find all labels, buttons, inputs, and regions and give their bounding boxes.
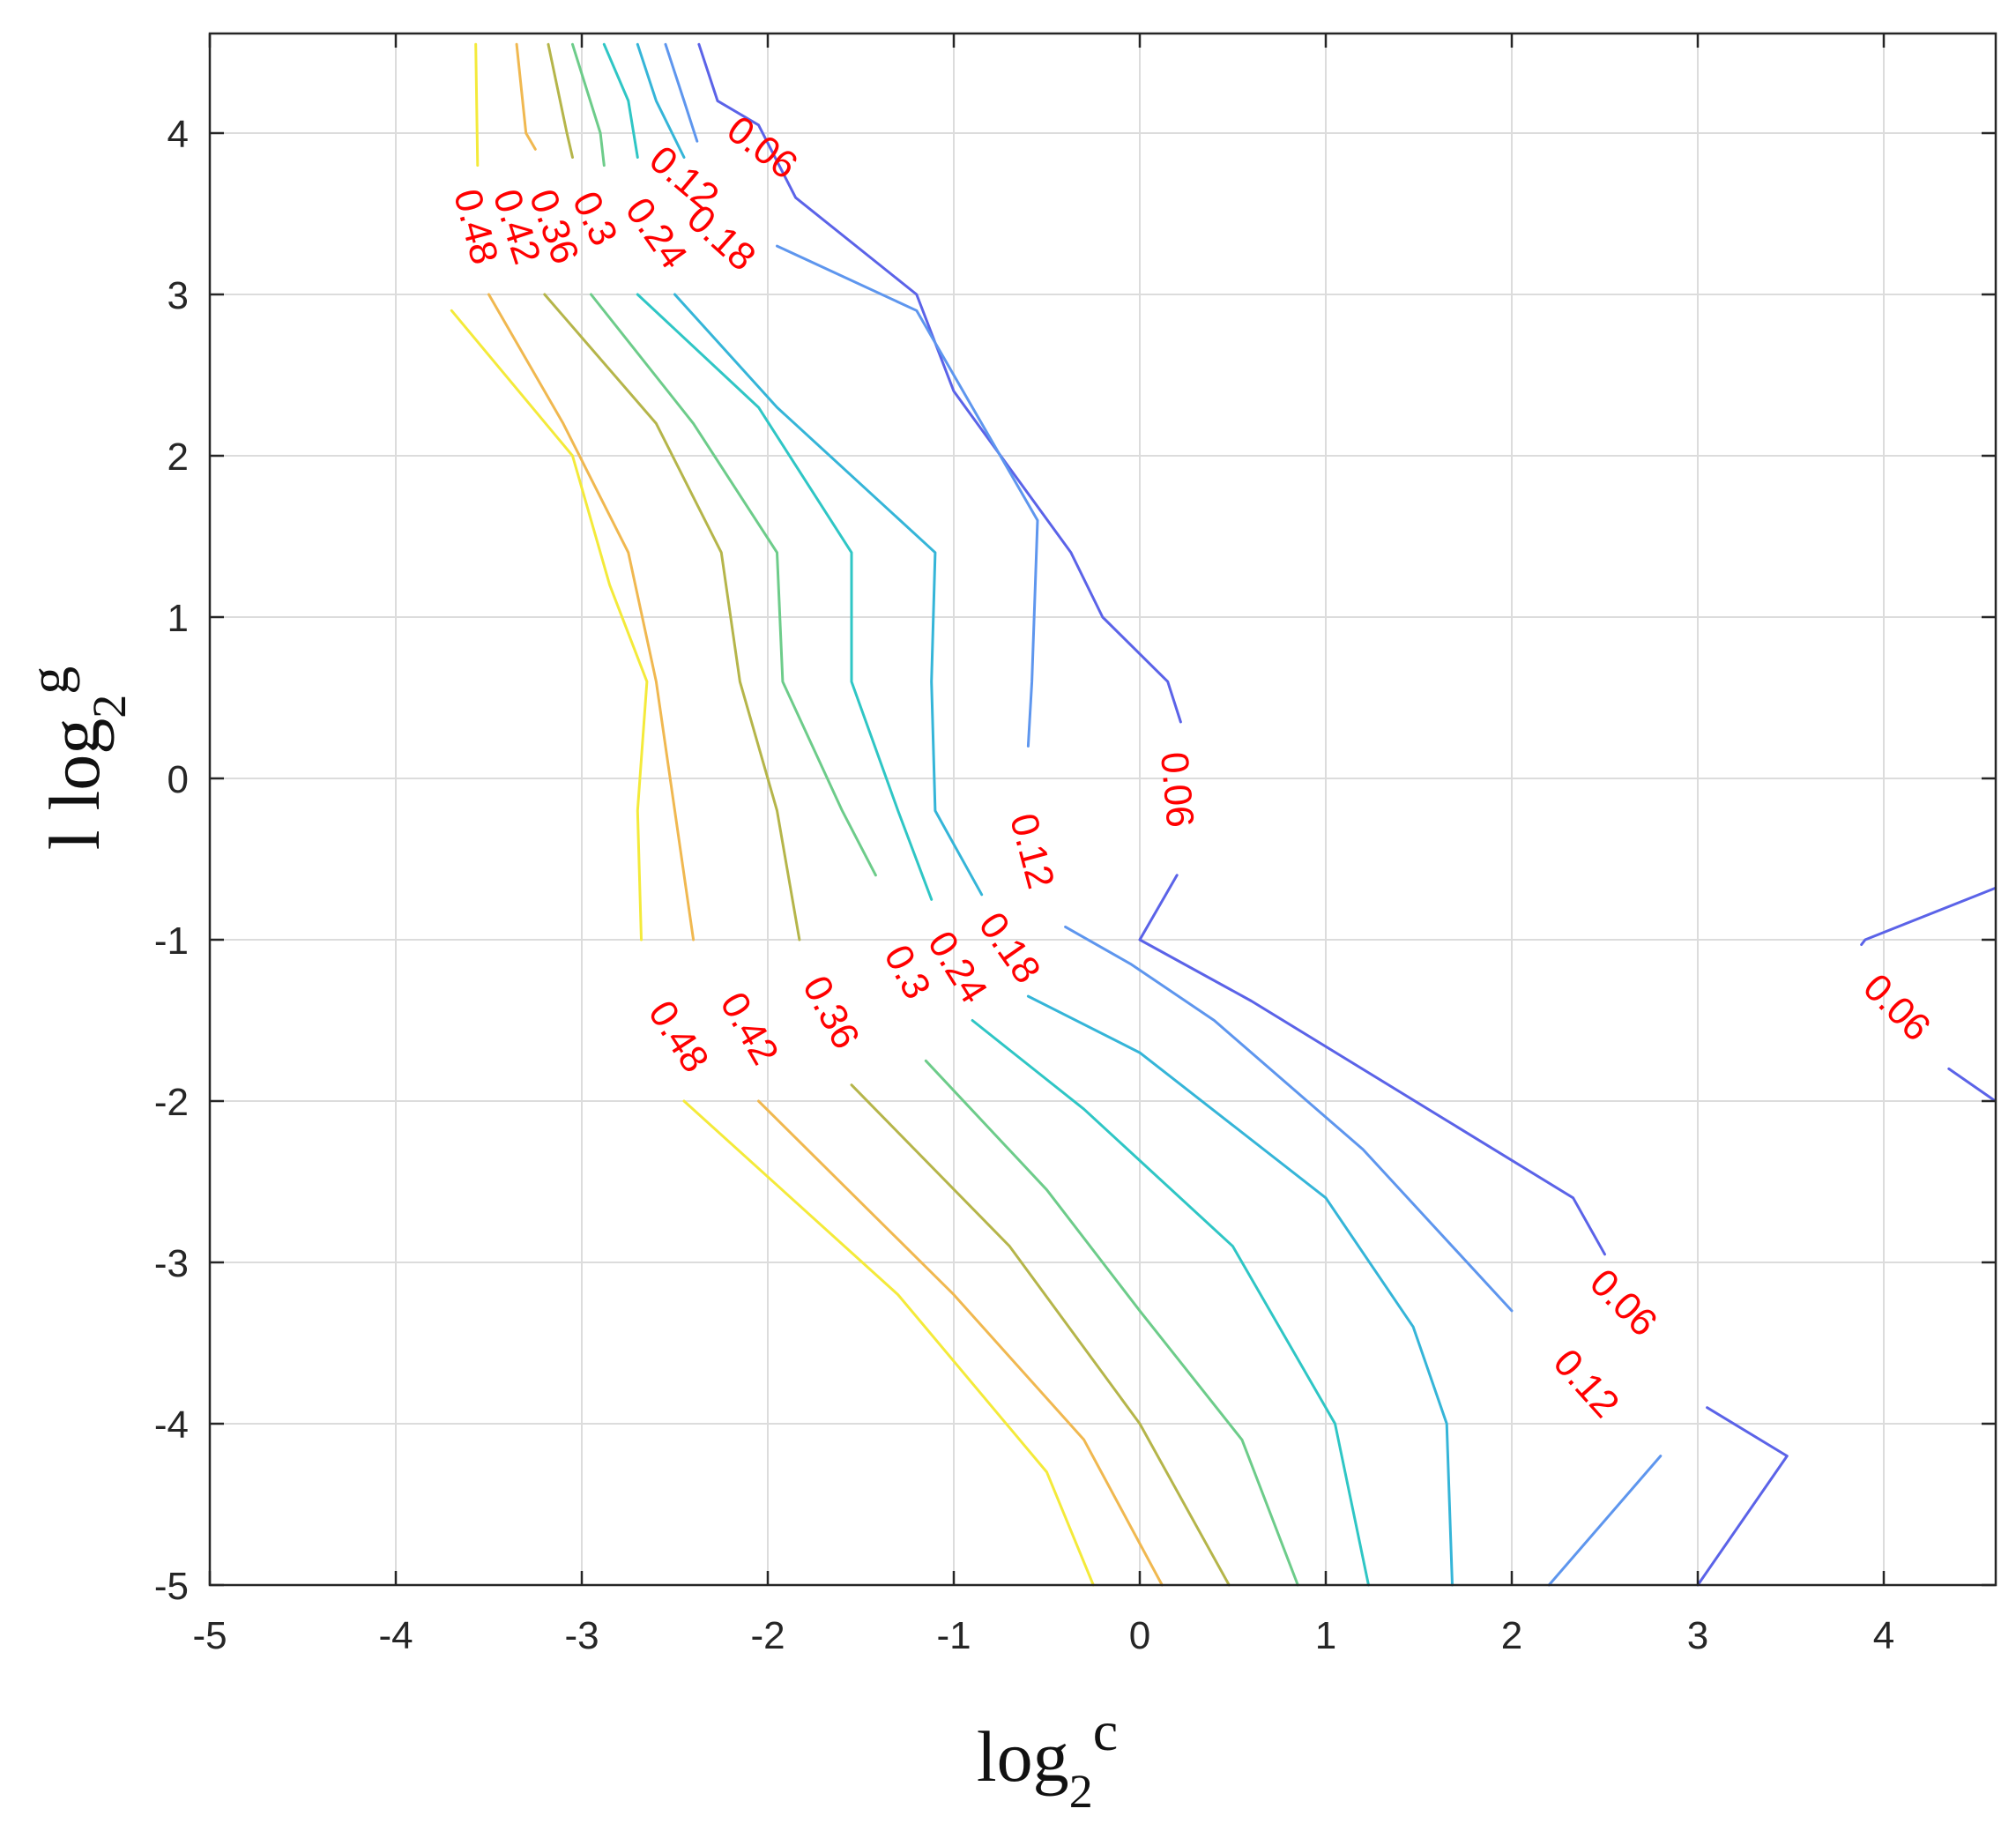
y-tick-label: 2 [167,435,189,479]
y-tick-label: -4 [154,1403,189,1447]
x-tick-label: 3 [1687,1614,1708,1657]
contour-line-0_24 [602,42,639,159]
y-axis-title-subscript: 2 [83,695,136,718]
contour-line-0_3 [590,293,877,877]
contour-line-0_36 [547,42,574,159]
x-axis-title-superscript: c [1093,1700,1118,1762]
contour-line-0_06 [1947,1067,1997,1103]
contour-line-0_36 [543,293,801,942]
y-axis-title-superscript: g [18,666,80,695]
x-axis-title-base: log [977,1716,1069,1797]
contour-line-0_12 [1547,1455,1663,1587]
contour-line-0_48 [474,42,480,167]
contour-line-0_12 [776,244,1039,748]
axis-ticks: -5 -4 -3 -2 -1 0 1 2 3 4 -5 -4 -3 -2 -1 0 1 2 3 4 [154,33,1996,1657]
contour-line-0_3 [924,1059,1299,1587]
contour-lines [450,42,1997,1587]
contour-line-0_12 [1064,925,1514,1313]
plot-frame [208,32,1997,1587]
y-axis-title-base: log [34,718,115,811]
x-tick-label: -5 [192,1614,227,1657]
x-tick-label: 4 [1873,1614,1894,1657]
contour-label: 0.06 [1152,750,1201,830]
x-tick-label: 0 [1129,1614,1150,1657]
x-tick-label: -1 [936,1614,971,1657]
x-tick-label: -4 [378,1614,413,1657]
contour-line-0_24 [971,1019,1370,1587]
y-tick-label: -2 [154,1081,189,1124]
contour-line-0_42 [487,293,696,942]
x-tick-label: 1 [1315,1614,1336,1657]
contour-line-0_42 [515,42,537,151]
plot-area [210,33,1996,1585]
y-axis-title-prefix: l [34,830,115,851]
contour-line-0_18 [636,42,686,159]
contour-line-0_48 [682,1099,1095,1587]
x-tick-label: -2 [750,1614,785,1657]
x-tick-label: -3 [564,1614,599,1657]
contour-line-0_18 [673,293,984,897]
y-tick-label: -3 [154,1242,189,1285]
y-tick-label: 4 [167,113,189,156]
contour-line-0_24 [636,293,934,901]
contour-line-0_18 [1026,994,1454,1587]
contour-line-0_12 [664,42,699,143]
y-tick-label: -5 [154,1565,189,1608]
x-axis-title-subscript: 2 [1069,1765,1093,1818]
y-tick-label: -1 [154,919,189,963]
y-axis-title: l log2g [18,666,137,851]
contour-line-0_3 [571,42,606,167]
x-axis-title: log2c [977,1700,1118,1819]
contour-line-0_48 [450,309,649,942]
contour-line-0_36 [850,1083,1231,1587]
contour-line-0_06 [1696,1406,1789,1587]
y-tick-label: 3 [167,274,189,317]
y-tick-label: 0 [167,758,189,801]
contour-line-0_06 [1138,874,1606,1256]
contour-line-0_42 [757,1099,1164,1587]
contour-line-0_06 [1860,886,1997,946]
x-tick-label: 2 [1501,1614,1522,1657]
y-tick-label: 1 [167,597,189,640]
